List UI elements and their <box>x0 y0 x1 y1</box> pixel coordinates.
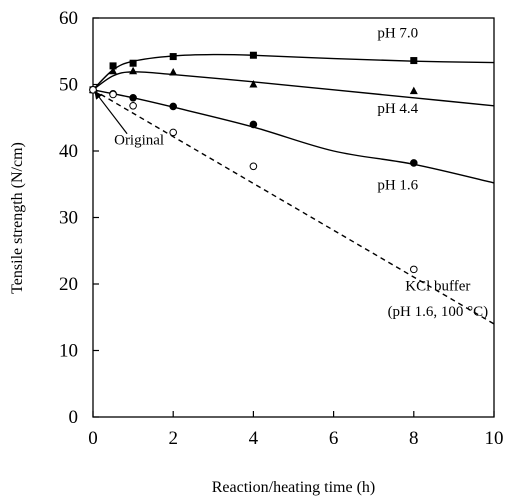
y-tick-label: 10 <box>59 341 78 362</box>
data-point-ph-1-6 <box>169 102 177 111</box>
x-tick-label: 8 <box>409 428 419 449</box>
data-point-kcl-buffer-ph-1-6-100-c <box>410 265 418 274</box>
data-point-kcl-buffer-ph-1-6-100-c <box>109 90 117 99</box>
annotation-label: pH 1.6 <box>377 178 418 194</box>
plot-frame <box>92 17 495 418</box>
x-tick-label: 4 <box>249 428 259 449</box>
annotation-label: (pH 1.6, 100 °C) <box>388 304 489 320</box>
data-point-ph-1-6 <box>249 120 258 129</box>
x-tick-label: 6 <box>329 428 339 449</box>
data-point-kcl-buffer-ph-1-6-100-c <box>129 101 137 110</box>
y-tick-label: 50 <box>59 75 78 96</box>
annotation-label: pH 7.0 <box>377 25 418 41</box>
data-point-kcl-buffer-ph-1-6-100-c <box>169 128 177 137</box>
x-tick-label: 2 <box>168 428 178 449</box>
data-point-ph-4-4 <box>129 66 138 75</box>
x-tick-label: 10 <box>485 428 504 449</box>
axis-ticks: 0 2 4 6 8 10 0 10 20 30 40 50 60 <box>59 8 504 449</box>
series-line-ph-7-0 <box>92 53 495 91</box>
data-point-ph-7-0 <box>249 51 257 59</box>
data-point-ph-7-0 <box>410 57 418 65</box>
data-point-ph-7-0 <box>129 59 137 67</box>
data-point-ph-7-0 <box>169 53 177 61</box>
data-points <box>89 51 418 274</box>
y-tick-label: 30 <box>59 208 78 229</box>
data-point-ph-4-4 <box>169 68 178 76</box>
annotation-label: KCl buffer <box>405 279 470 295</box>
original-arrow <box>94 91 128 135</box>
data-point-ph-1-6 <box>410 159 418 167</box>
data-point-ph-4-4 <box>109 66 118 75</box>
annotation-label: pH 4.4 <box>377 101 418 117</box>
y-tick-label: 40 <box>59 141 78 162</box>
data-point-ph-7-0 <box>109 62 117 70</box>
y-tick-label: 0 <box>69 407 79 428</box>
y-tick-label: 20 <box>59 274 78 295</box>
series-line-ph-4-4 <box>92 71 495 107</box>
annotation-label: Original <box>114 132 164 148</box>
annotations: pH 7.0 pH 4.4 pH 1.6 KCl buffer (pH 1.6, 100… <box>94 25 489 320</box>
y-axis-label: Tensile strength (N/cm) <box>9 142 26 294</box>
x-tick-label: 0 <box>88 428 98 449</box>
data-point-ph-1-6 <box>129 94 137 102</box>
data-point-kcl-buffer-ph-1-6-100-c <box>249 162 258 171</box>
x-axis-label: Reaction/heating time (h) <box>212 479 376 496</box>
data-point-ph-4-4 <box>409 86 418 95</box>
data-point-ph-4-4 <box>249 80 258 88</box>
y-tick-label: 60 <box>59 8 78 29</box>
